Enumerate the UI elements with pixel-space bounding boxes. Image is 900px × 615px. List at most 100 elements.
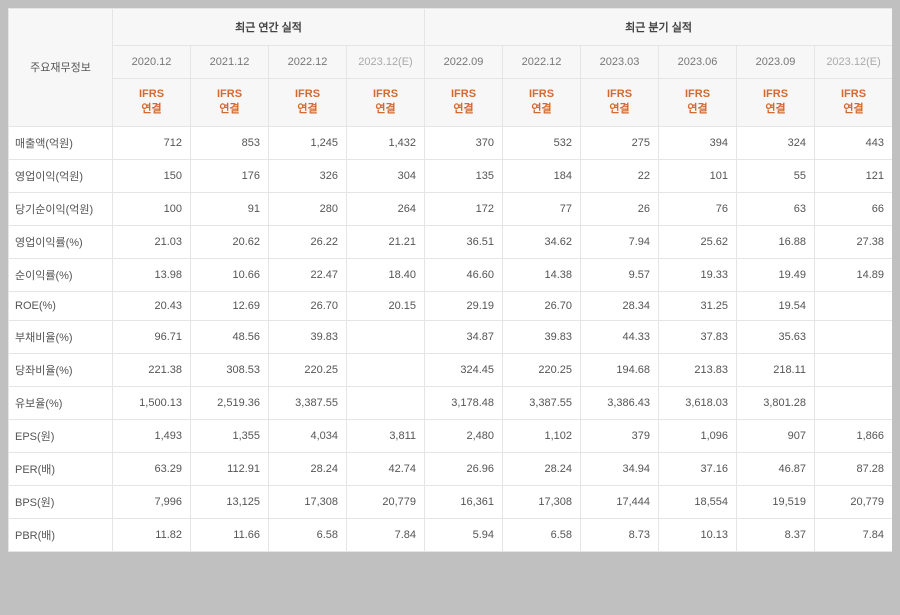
basis-header: IFRS연결 [737, 79, 815, 127]
value-cell: 194.68 [581, 353, 659, 386]
basis-header: IFRS연결 [269, 79, 347, 127]
value-cell: 76 [659, 192, 737, 225]
value-cell [815, 353, 892, 386]
table-row: PBR(배)11.8211.666.587.845.946.588.7310.1… [9, 518, 893, 551]
value-cell: 14.89 [815, 258, 892, 291]
value-cell: 6.58 [503, 518, 581, 551]
value-cell: 39.83 [269, 320, 347, 353]
value-cell: 3,618.03 [659, 386, 737, 419]
value-cell: 101 [659, 159, 737, 192]
value-cell: 3,811 [347, 419, 425, 452]
value-cell: 1,355 [191, 419, 269, 452]
value-cell: 77 [503, 192, 581, 225]
value-cell: 46.60 [425, 258, 503, 291]
table-body: 매출액(억원)7128531,2451,43237053227539432444… [9, 126, 893, 551]
value-cell: 3,801.28 [737, 386, 815, 419]
value-cell: 712 [113, 126, 191, 159]
value-cell: 63.29 [113, 452, 191, 485]
value-cell: 7.94 [581, 225, 659, 258]
basis-header: IFRS연결 [503, 79, 581, 127]
value-cell: 18.40 [347, 258, 425, 291]
value-cell: 324 [737, 126, 815, 159]
value-cell: 2,480 [425, 419, 503, 452]
table-row: ROE(%)20.4312.6926.7020.1529.1926.7028.3… [9, 291, 893, 320]
table-row: 매출액(억원)7128531,2451,43237053227539432444… [9, 126, 893, 159]
row-label: EPS(원) [9, 419, 113, 452]
value-cell: 1,102 [503, 419, 581, 452]
value-cell: 853 [191, 126, 269, 159]
value-cell: 22.47 [269, 258, 347, 291]
value-cell: 91 [191, 192, 269, 225]
value-cell: 19.33 [659, 258, 737, 291]
value-cell: 19,519 [737, 485, 815, 518]
value-cell: 12.69 [191, 291, 269, 320]
value-cell: 28.34 [581, 291, 659, 320]
value-cell: 20.43 [113, 291, 191, 320]
value-cell: 20.15 [347, 291, 425, 320]
row-label: BPS(원) [9, 485, 113, 518]
basis-header: IFRS연결 [659, 79, 737, 127]
row-label: 영업이익률(%) [9, 225, 113, 258]
row-label: 영업이익(억원) [9, 159, 113, 192]
value-cell: 66 [815, 192, 892, 225]
value-cell: 55 [737, 159, 815, 192]
value-cell: 275 [581, 126, 659, 159]
value-cell: 17,308 [269, 485, 347, 518]
value-cell: 7.84 [815, 518, 892, 551]
value-cell: 18,554 [659, 485, 737, 518]
value-cell: 42.74 [347, 452, 425, 485]
value-cell: 11.82 [113, 518, 191, 551]
value-cell: 9.57 [581, 258, 659, 291]
value-cell: 1,245 [269, 126, 347, 159]
value-cell [347, 320, 425, 353]
value-cell: 220.25 [503, 353, 581, 386]
table-row: 부채비율(%)96.7148.5639.8334.8739.8344.3337.… [9, 320, 893, 353]
value-cell: 218.11 [737, 353, 815, 386]
basis-header: IFRS연결 [425, 79, 503, 127]
value-cell: 16,361 [425, 485, 503, 518]
value-cell: 96.71 [113, 320, 191, 353]
table-row: 영업이익(억원)1501763263041351842210155121 [9, 159, 893, 192]
value-cell: 2,519.36 [191, 386, 269, 419]
value-cell: 14.38 [503, 258, 581, 291]
table-row: 유보율(%)1,500.132,519.363,387.553,178.483,… [9, 386, 893, 419]
value-cell: 37.16 [659, 452, 737, 485]
period-header: 2022.12 [503, 46, 581, 79]
value-cell: 48.56 [191, 320, 269, 353]
row-label: 부채비율(%) [9, 320, 113, 353]
value-cell: 184 [503, 159, 581, 192]
period-header-estimate: 2023.12(E) [347, 46, 425, 79]
value-cell: 37.83 [659, 320, 737, 353]
row-label: PER(배) [9, 452, 113, 485]
financials-table-container: 주요재무정보 최근 연간 실적 최근 분기 실적 2020.12 2021.12… [8, 8, 892, 552]
value-cell: 8.37 [737, 518, 815, 551]
value-cell: 176 [191, 159, 269, 192]
value-cell: 121 [815, 159, 892, 192]
value-cell: 220.25 [269, 353, 347, 386]
value-cell: 34.62 [503, 225, 581, 258]
value-cell: 379 [581, 419, 659, 452]
value-cell: 135 [425, 159, 503, 192]
value-cell: 25.62 [659, 225, 737, 258]
value-cell: 21.21 [347, 225, 425, 258]
basis-header: IFRS연결 [113, 79, 191, 127]
value-cell [815, 291, 892, 320]
value-cell: 17,308 [503, 485, 581, 518]
value-cell: 213.83 [659, 353, 737, 386]
value-cell: 34.94 [581, 452, 659, 485]
value-cell: 11.66 [191, 518, 269, 551]
table-row: BPS(원)7,99613,12517,30820,77916,36117,30… [9, 485, 893, 518]
value-cell: 27.38 [815, 225, 892, 258]
value-cell: 19.49 [737, 258, 815, 291]
value-cell [347, 353, 425, 386]
value-cell: 324.45 [425, 353, 503, 386]
financials-table: 주요재무정보 최근 연간 실적 최근 분기 실적 2020.12 2021.12… [8, 8, 892, 552]
row-label: 당기순이익(억원) [9, 192, 113, 225]
basis-header: IFRS연결 [347, 79, 425, 127]
value-cell: 7,996 [113, 485, 191, 518]
period-header: 2023.03 [581, 46, 659, 79]
value-cell: 1,500.13 [113, 386, 191, 419]
quarterly-group-header: 최근 분기 실적 [425, 9, 892, 46]
basis-header: IFRS연결 [191, 79, 269, 127]
value-cell: 5.94 [425, 518, 503, 551]
